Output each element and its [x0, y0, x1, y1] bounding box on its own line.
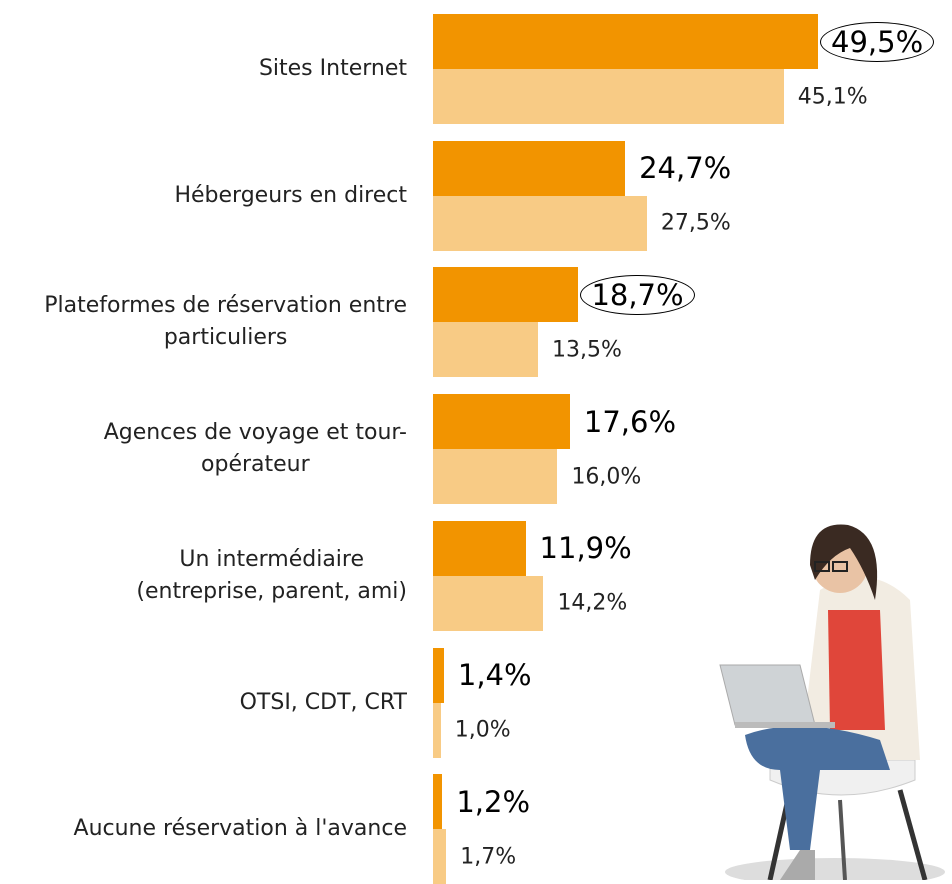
bar	[433, 829, 447, 884]
value-label: 18,7%	[580, 274, 695, 315]
value-label: 13,5%	[552, 337, 622, 363]
bar	[433, 774, 443, 830]
value-label: 45,1%	[797, 84, 868, 109]
bar	[433, 394, 570, 450]
category-label: Agences de voyage et tour- opérateur	[0, 417, 407, 481]
value-label: 27,5%	[660, 210, 731, 236]
category-text: Agences de voyage et tour- opérateur	[103, 420, 407, 478]
value-label: 17,6%	[583, 404, 677, 439]
category-label: Sites Internet	[0, 53, 407, 85]
category-text: Sites Internet	[258, 56, 407, 81]
value-label: 14,2%	[557, 590, 628, 616]
category-label: Plateformes de réservation entre particu…	[0, 290, 407, 354]
bar	[433, 267, 579, 323]
category-text: Un intermédiaire (entreprise, parent, am…	[136, 546, 407, 604]
value-label: 1,7%	[460, 844, 517, 870]
value-label: 49,5%	[820, 21, 935, 62]
category-label: OTSI, CDT, CRT	[0, 687, 407, 719]
category-text: OTSI, CDT, CRT	[239, 689, 407, 715]
category-label: Aucune réservation à l'avance	[0, 813, 407, 845]
bar	[433, 195, 647, 251]
category-label: Hébergeurs en direct	[0, 180, 407, 212]
value-label: 1,0%	[454, 717, 511, 743]
value-label: 11,9%	[539, 531, 632, 566]
value-label: 24,7%	[639, 151, 732, 186]
value-label: 1,2%	[456, 784, 531, 819]
bar	[433, 520, 526, 576]
bar	[433, 647, 444, 703]
bar	[433, 575, 544, 631]
bar	[433, 14, 818, 69]
bar	[433, 449, 558, 505]
category-text: Plateformes de réservation entre particu…	[44, 293, 407, 351]
category-label: Un intermédiaire (entreprise, parent, am…	[0, 544, 407, 608]
bar	[433, 702, 441, 758]
category-text: Hébergeurs en direct	[174, 182, 407, 208]
bar	[433, 69, 784, 124]
category-text: Aucune réservation à l'avance	[73, 816, 407, 842]
value-label: 1,4%	[457, 658, 532, 692]
bar	[433, 322, 538, 378]
bar	[433, 140, 626, 196]
value-label: 16,0%	[571, 464, 642, 490]
